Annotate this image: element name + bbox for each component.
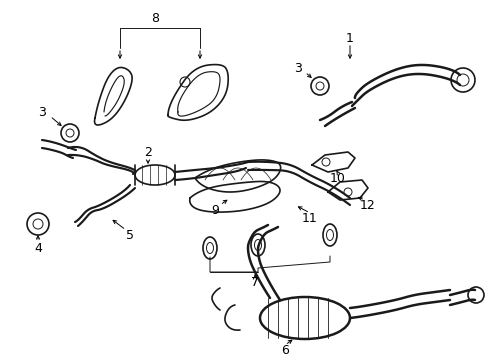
Text: 11: 11 <box>302 212 317 225</box>
Text: 9: 9 <box>211 203 219 216</box>
Polygon shape <box>311 152 354 172</box>
Text: 4: 4 <box>34 242 42 255</box>
Text: 3: 3 <box>38 105 46 118</box>
Text: 3: 3 <box>293 62 301 75</box>
Text: 12: 12 <box>359 198 375 212</box>
Text: 2: 2 <box>144 145 152 158</box>
Polygon shape <box>327 180 367 200</box>
Text: 8: 8 <box>151 12 159 24</box>
Text: 7: 7 <box>250 276 259 289</box>
Text: 1: 1 <box>346 32 353 45</box>
Text: 6: 6 <box>281 343 288 356</box>
Text: 5: 5 <box>126 229 134 242</box>
Text: 10: 10 <box>329 171 345 185</box>
